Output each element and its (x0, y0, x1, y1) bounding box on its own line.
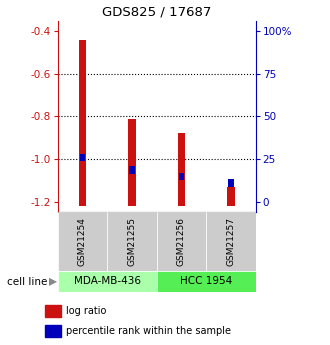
Bar (45, 305, 61, 317)
Bar (157, 212, 206, 271)
Text: cell line: cell line (7, 277, 47, 287)
Bar (79, 40, 86, 206)
Bar (178, 134, 185, 206)
Bar (45, 325, 61, 337)
Text: MDA-MB-436: MDA-MB-436 (74, 276, 141, 286)
Text: HCC 1954: HCC 1954 (180, 276, 232, 286)
Text: GSM21256: GSM21256 (177, 217, 186, 266)
Bar (228, 179, 234, 187)
Bar (227, 187, 235, 206)
Bar (129, 166, 135, 174)
Bar (80, 154, 85, 161)
Bar (157, 271, 256, 292)
Title: GDS825 / 17687: GDS825 / 17687 (102, 5, 212, 18)
Text: GSM21255: GSM21255 (127, 217, 137, 266)
Bar (58, 271, 157, 292)
Text: log ratio: log ratio (66, 306, 107, 316)
Bar (179, 173, 184, 180)
Text: GSM21254: GSM21254 (78, 217, 87, 266)
Bar (206, 212, 256, 271)
Bar (58, 212, 107, 271)
Text: percentile rank within the sample: percentile rank within the sample (66, 326, 231, 336)
Bar (128, 119, 136, 206)
Bar (107, 212, 157, 271)
Text: GSM21257: GSM21257 (226, 217, 236, 266)
Polygon shape (49, 278, 57, 286)
